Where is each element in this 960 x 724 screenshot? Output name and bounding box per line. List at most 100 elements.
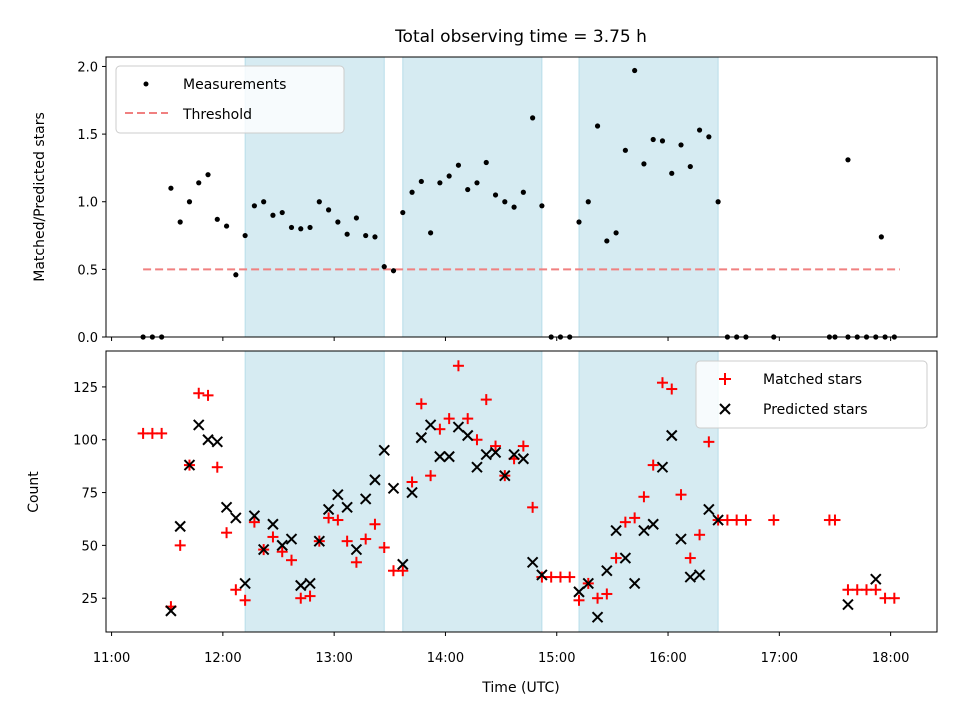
predicted-star-point <box>369 474 381 486</box>
matched-star-point <box>656 377 668 389</box>
measurement-point <box>622 147 628 153</box>
matched-star-point <box>888 592 900 604</box>
measurement-point <box>251 203 257 209</box>
count-axes-frame <box>105 350 938 633</box>
ratio-legend: Measurements Threshold <box>115 65 345 134</box>
measurement-point <box>196 180 202 186</box>
x-tick-label: 12:00 <box>204 651 241 666</box>
shaded-intervals <box>244 350 719 633</box>
predicted-star-point <box>211 436 224 448</box>
predicted-star-point <box>471 461 483 473</box>
measurement-point <box>845 157 851 163</box>
measurement-points <box>140 67 897 340</box>
matched-star-point <box>443 413 455 425</box>
predicted-star-point <box>582 577 594 590</box>
matched-star-point <box>248 516 260 528</box>
measurement-point <box>353 215 360 221</box>
legend-measurements-label: Measurements <box>183 77 286 93</box>
matched-star-point <box>610 552 622 564</box>
measurement-point <box>400 209 406 216</box>
predicted-star-point <box>406 486 418 499</box>
predicted-star-point <box>508 448 520 461</box>
matched-star-point <box>397 565 409 577</box>
predicted-star-point <box>257 543 270 556</box>
measurement-point <box>715 199 721 205</box>
measurement-point <box>539 203 545 209</box>
predicted-star-point <box>313 535 326 547</box>
measurement-point <box>687 163 693 170</box>
measurement-point <box>678 142 684 148</box>
matched-star-point <box>388 565 400 577</box>
matched-star-point <box>564 571 576 583</box>
predicted-star-point <box>443 450 455 463</box>
matched-star-point <box>545 571 557 583</box>
matched-star-point <box>490 440 502 452</box>
measurement-point <box>604 238 610 244</box>
predicted-star-point <box>675 533 687 545</box>
matched-star-point <box>703 436 715 448</box>
measurement-point <box>641 161 647 167</box>
predicted-star-point <box>434 450 446 463</box>
measurement-point <box>585 199 591 205</box>
predicted-star-point <box>452 421 465 433</box>
matched-star-point <box>285 554 297 566</box>
x-tick-label: 14:00 <box>427 651 464 666</box>
y-tick-label: 1.5 <box>77 128 98 143</box>
predicted-star-point <box>684 571 697 583</box>
matched-star-point <box>137 427 149 439</box>
predicted-star-point <box>526 556 539 568</box>
measurement-point <box>344 231 350 237</box>
matched-star-point <box>721 514 733 526</box>
matched-star-point <box>406 476 418 488</box>
measurement-point <box>279 209 285 216</box>
predicted-star-point <box>174 520 186 533</box>
measurement-point <box>632 67 638 74</box>
predicted-star-point <box>489 446 502 459</box>
matched-star-point <box>694 529 706 541</box>
measurement-point <box>455 162 462 168</box>
legend-predicted-label: Predicted stars <box>763 402 868 418</box>
predicted-star-point <box>601 565 613 577</box>
matched-star-point <box>230 584 242 596</box>
count-x-ticks: 11:00 12:00 13:00 14:00 15:00 16:00 17:00 18:00 <box>93 632 909 666</box>
matched-star-point <box>462 413 474 425</box>
matched-star-point <box>480 394 492 406</box>
matched-star-point <box>731 514 743 526</box>
x-tick-label: 11:00 <box>93 651 130 666</box>
predicted-star-point <box>276 539 288 552</box>
predicted-star-point <box>239 577 251 590</box>
predicted-star-point <box>332 488 344 501</box>
measurement-point <box>594 123 601 129</box>
predicted-star-point <box>285 533 298 545</box>
shaded-interval <box>402 56 543 338</box>
matched-star-point <box>332 514 344 526</box>
matched-star-point <box>517 440 529 452</box>
matched-star-point <box>842 584 854 596</box>
predicted-star-point <box>165 605 177 617</box>
predicted-star-point <box>666 429 678 442</box>
measurement-point <box>316 199 322 205</box>
measurement-point <box>492 192 499 198</box>
measurement-point <box>437 180 443 186</box>
x-tick-label: 13:00 <box>315 651 352 666</box>
measurement-point <box>530 115 536 121</box>
y-tick-label: 125 <box>73 381 98 396</box>
measurement-point <box>233 272 239 278</box>
predicted-star-point <box>341 501 353 514</box>
shaded-interval <box>244 350 385 633</box>
measurement-point <box>669 170 675 176</box>
shaded-interval <box>578 56 719 338</box>
measurement-point <box>325 207 332 213</box>
matched-star-point <box>202 389 214 401</box>
y-tick-label: 2.0 <box>77 60 98 75</box>
x-tick-label: 15:00 <box>538 651 575 666</box>
ratio-panel: 0.00.51.01.52.0 Matched/Predicted stars … <box>32 56 938 346</box>
measurement-point <box>428 230 434 236</box>
predicted-star-point <box>193 419 205 431</box>
predicted-star-point <box>656 461 669 473</box>
predicted-star-point <box>397 558 409 571</box>
predicted-star-point <box>230 512 242 524</box>
ratio-axes-frame <box>105 56 938 338</box>
measurement-point <box>474 180 480 186</box>
measurement-point <box>372 234 378 240</box>
